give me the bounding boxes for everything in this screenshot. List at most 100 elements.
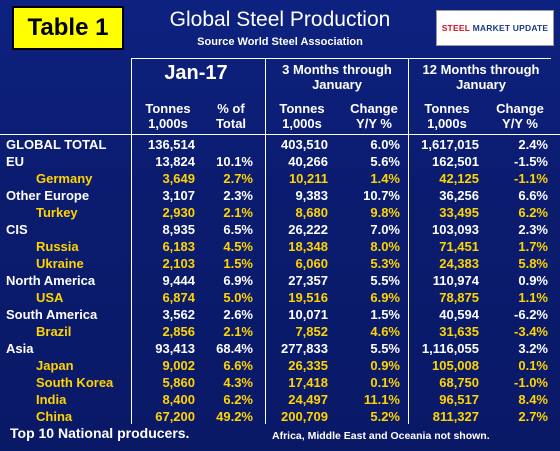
row-value-col4: 4.6% [370,324,400,339]
row-value-col1: 9,002 [162,358,195,373]
row-value-col3: 17,418 [288,375,328,390]
row-value-col5: 68,750 [439,375,479,390]
row-value-col1: 8,400 [162,392,195,407]
row-value-col3: 19,516 [288,290,328,305]
row-value-col3: 27,357 [288,273,328,288]
row-value-col2: 2.1% [223,205,253,220]
row-value-col2: 5.0% [223,290,253,305]
row-value-col6: 5.8% [518,256,548,271]
footer-note-producers: Top 10 National producers. [10,425,190,441]
page-title: Global Steel Production [169,8,391,31]
footer-note-regions: Africa, Middle East and Oceania not show… [272,430,490,442]
row-value-col2: 1.5% [223,256,253,271]
row-value-col4: 5.3% [370,256,400,271]
row-value-col3: 18,348 [288,239,328,254]
row-value-col6: -3.4% [514,324,548,339]
row-value-col1: 93,413 [155,341,195,356]
row-value-col1: 2,103 [162,256,195,271]
row-value-col4: 1.4% [370,171,400,186]
row-value-col6: -1.5% [514,154,548,169]
row-value-col1: 3,107 [162,188,195,203]
row-label: North America [6,273,96,288]
col-tonnes-12m: Tonnes 1,000s [424,101,470,131]
source-subtitle: Source World Steel Association [197,36,363,48]
row-value-col1: 13,824 [155,154,195,169]
col-tonnes-3m: Tonnes 1,000s [279,101,325,131]
row-value-col3: 277,833 [281,341,328,356]
steel-market-update-logo: STEEL MARKET UPDATE [436,10,554,46]
table-row: EU 13,824 10.1% 40,266 5.6% 162,501 -1.5% [0,153,560,170]
row-label: South Korea [36,375,114,390]
row-value-col6: 2.4% [518,137,548,152]
row-value-col4: 0.9% [370,358,400,373]
row-value-col5: 110,974 [432,273,479,288]
table-row: Russia 6,183 4.5% 18,348 8.0% 71,451 1.7% [0,238,560,255]
row-value-col1: 2,930 [162,205,195,220]
row-value-col4: 6.0% [370,137,400,152]
row-value-col2: 6.5% [223,222,253,237]
row-value-col2: 4.3% [223,375,253,390]
row-value-col3: 7,852 [295,324,328,339]
row-value-col5: 36,256 [439,188,479,203]
row-value-col6: 1.7% [518,239,548,254]
row-value-col6: 2.7% [518,409,548,424]
row-value-col5: 71,451 [439,239,479,254]
col-change-3m: Change Y/Y % [350,101,398,131]
row-value-col2: 6.9% [223,273,253,288]
row-value-col5: 105,008 [432,358,479,373]
row-label: CIS [6,222,28,237]
row-label: EU [6,154,25,169]
row-value-col1: 67,200 [155,409,195,424]
table-row: South America 3,562 2.6% 10,071 1.5% 40,594 -6… [0,306,560,323]
row-value-col4: 1.5% [370,307,400,322]
row-value-col2: 10.1% [216,154,253,169]
row-value-col6: 6.6% [518,188,548,203]
row-value-col1: 6,183 [162,239,195,254]
row-value-col5: 162,501 [432,154,479,169]
table-row: China 67,200 49.2% 200,709 5.2% 811,327 2.7% [0,408,560,425]
row-value-col2: 2.6% [223,307,253,322]
row-label: GLOBAL TOTAL [6,137,107,152]
row-label: Turkey [36,205,78,220]
table-row: Brazil 2,856 2.1% 7,852 4.6% 31,635 -3.4% [0,323,560,340]
row-value-col1: 6,874 [162,290,195,305]
row-value-col4: 5.2% [370,409,400,424]
row-value-col3: 8,680 [295,205,328,220]
row-value-col6: 2.3% [518,222,548,237]
row-value-col5: 96,517 [439,392,479,407]
row-value-col3: 9,383 [295,188,328,203]
row-value-col5: 811,327 [432,409,479,424]
table-row: Other Europe 3,107 2.3% 9,383 10.7% 36,256 6.6… [0,187,560,204]
row-label: China [36,409,73,424]
row-value-col4: 10.7% [363,188,400,203]
row-value-col6: 6.2% [518,205,548,220]
table-row: CIS 8,935 6.5% 26,222 7.0% 103,093 2.3% [0,221,560,238]
row-value-col2: 4.5% [223,239,253,254]
row-value-col2: 68.4% [216,341,253,356]
row-value-col4: 5.5% [370,341,400,356]
row-value-col5: 1,617,015 [421,137,479,152]
table-row: Turkey 2,930 2.1% 8,680 9.8% 33,495 6.2% [0,204,560,221]
row-value-col1: 2,856 [162,324,195,339]
row-value-col3: 403,510 [281,137,328,152]
row-label: Germany [36,171,93,186]
row-value-col3: 10,211 [288,171,328,186]
col-tonnes-jan: Tonnes 1,000s [145,101,191,131]
twelve-month-header: 12 Months through January [422,62,540,92]
row-value-col6: 0.9% [518,273,548,288]
row-value-col3: 40,266 [288,154,328,169]
table-row: Asia 93,413 68.4% 277,833 5.5% 1,116,055 3.2% [0,340,560,357]
row-value-col6: 3.2% [518,341,548,356]
row-value-col3: 10,071 [288,307,328,322]
row-value-col1: 3,649 [162,171,195,186]
row-value-col6: -6.2% [514,307,548,322]
table-row: South Korea 5,860 4.3% 17,418 0.1% 68,750 -1.0… [0,374,560,391]
row-value-col2: 2.3% [223,188,253,203]
row-label: Japan [36,358,74,373]
row-value-col6: 0.1% [518,358,548,373]
row-value-col3: 200,709 [281,409,328,424]
jan-17-header: Jan-17 [164,62,228,84]
row-value-col6: -1.1% [514,171,548,186]
